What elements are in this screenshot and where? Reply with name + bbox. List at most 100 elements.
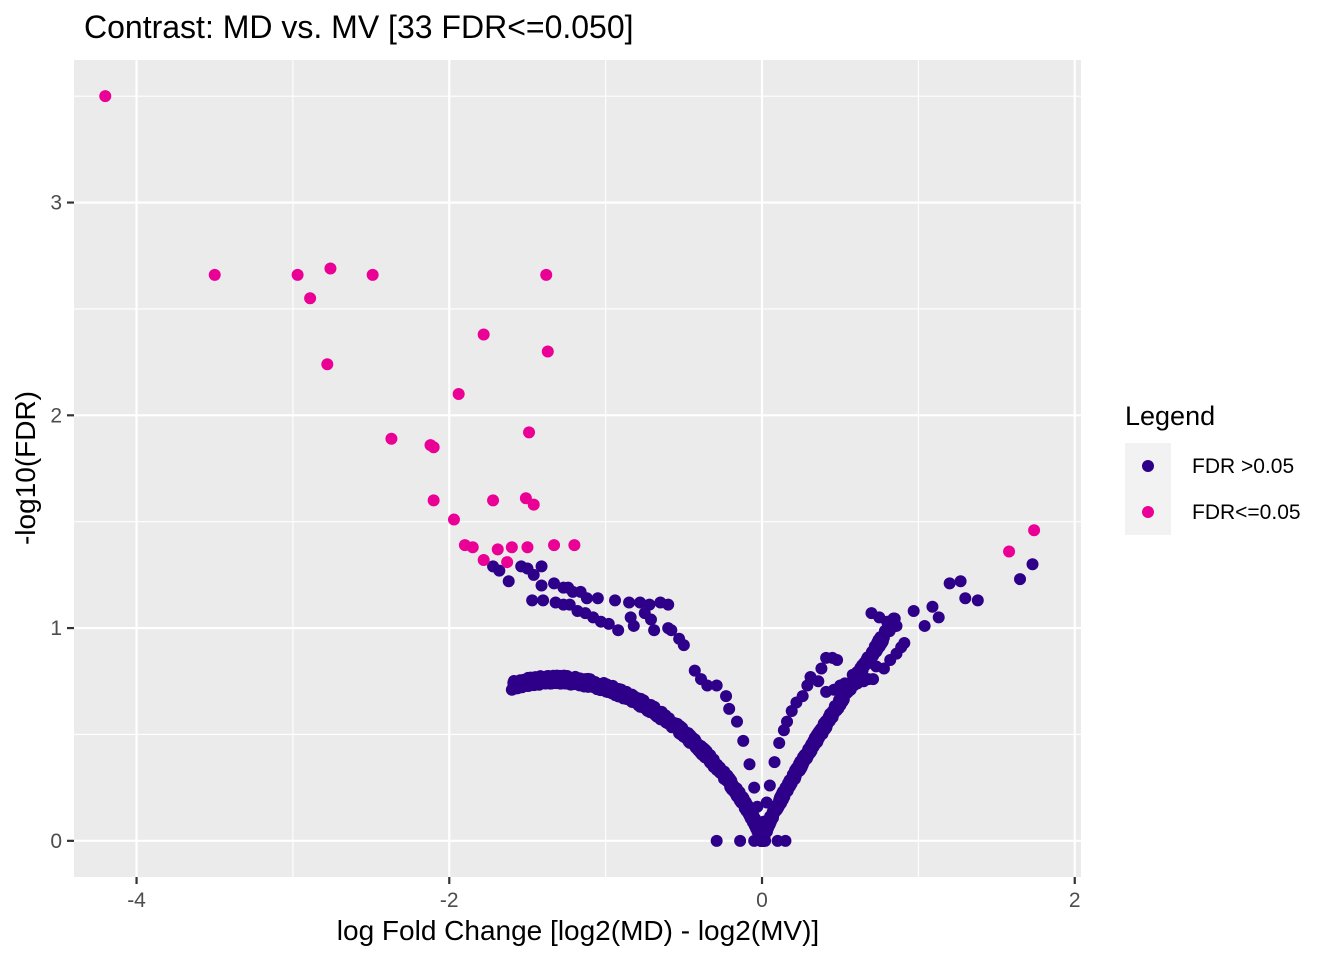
data-point-fdr-above [548,577,561,590]
data-point-fdr-above [502,575,515,588]
data-point-fdr-at-or-below [321,358,334,371]
legend-marker-fdr-at-or-below [1142,506,1154,518]
data-point-fdr-above [526,594,539,607]
data-point-fdr-above [609,594,622,607]
x-axis-title: log Fold Change [log2(MD) - log2(MV)] [337,915,819,946]
data-point-fdr-at-or-below [477,553,490,566]
data-point-fdr-at-or-below [491,543,504,556]
data-point-fdr-above [662,598,675,611]
data-point-fdr-at-or-below [447,513,460,526]
major-gridlines [74,60,1081,877]
data-point-fdr-above [728,782,741,795]
data-point-fdr-above [644,613,657,626]
data-point-fdr-above [867,673,880,686]
data-point-fdr-above [779,834,792,847]
x-axis: -4 -2 0 2 [127,877,1081,912]
data-point-fdr-above [926,600,939,613]
data-point-fdr-above [802,748,815,761]
data-point-fdr-above [703,754,716,767]
data-point-fdr-above [642,699,655,712]
data-point-fdr-above [527,568,540,581]
y-tick-label: 2 [50,404,62,427]
data-point-fdr-above [826,704,839,717]
data-point-fdr-above [710,679,723,692]
data-point-fdr-at-or-below [466,541,479,554]
data-point-fdr-above [1026,558,1039,571]
data-point-fdr-at-or-below [324,262,337,275]
y-tick-label: 1 [50,617,62,640]
data-point-fdr-above [632,699,645,712]
data-point-fdr-above [666,719,679,732]
data-point-fdr-above [721,769,734,782]
chart-title: Contrast: MD vs. MV [33 FDR<=0.050] [84,9,634,45]
data-point-fdr-at-or-below [540,268,553,281]
data-point-fdr-above [932,611,945,624]
data-point-fdr-above [881,615,894,628]
data-point-fdr-above [662,622,675,635]
y-tick-label: 3 [50,192,62,215]
legend: Legend FDR >0.05 FDR<=0.05 [1125,401,1301,535]
legend-label-fdr-above: FDR >0.05 [1192,455,1294,478]
data-point-fdr-at-or-below [548,539,561,552]
data-point-fdr-above [815,662,828,675]
x-tick-label: 2 [1069,889,1081,912]
minor-gridlines [74,60,1081,877]
data-point-fdr-above [781,715,794,728]
data-point-fdr-above [602,617,615,630]
x-tick-label: 0 [756,889,768,912]
data-point-fdr-above [591,592,604,605]
data-point-fdr-above [748,834,761,847]
data-point-fdr-above [831,653,844,666]
data-point-fdr-at-or-below [427,494,440,507]
data-point-fdr-above [1014,573,1027,586]
data-point-fdr-at-or-below [505,541,518,554]
data-point-fdr-above [659,709,672,722]
data-point-fdr-above [648,624,661,637]
data-point-fdr-above [701,679,714,692]
data-point-fdr-above [781,779,794,792]
data-point-fdr-above [748,781,761,794]
data-point-fdr-above [623,596,636,609]
data-point-fdr-above [757,815,770,828]
data-point-fdr-above [723,702,736,715]
data-point-fdr-above [796,756,809,769]
data-point-fdr-above [773,736,786,749]
data-point-fdr-above [730,715,743,728]
data-point-fdr-above [789,769,802,782]
data-point-fdr-at-or-below [477,328,490,341]
data-point-fdr-above [734,792,747,805]
data-point-fdr-above [838,677,851,690]
legend-title: Legend [1125,401,1215,431]
data-point-fdr-above [537,594,550,607]
data-point-fdr-above [898,636,911,649]
data-point-fdr-above [870,645,883,658]
data-point-fdr-above [620,692,633,705]
data-point-fdr-at-or-below [452,388,465,401]
data-point-fdr-above [766,809,779,822]
data-point-fdr-at-or-below [1003,545,1016,558]
y-axis-title: -log10(FDR) [10,391,41,545]
data-point-fdr-above [519,675,532,688]
data-point-fdr-above [918,619,931,632]
data-point-fdr-above [763,779,776,792]
data-point-fdr-at-or-below [99,90,112,103]
data-point-fdr-above [737,734,750,747]
data-point-fdr-at-or-below [568,539,581,552]
data-point-fdr-above [574,673,587,686]
data-point-fdr-above [796,690,809,703]
data-point-fdr-above [627,619,640,632]
data-point-fdr-above [677,639,690,652]
data-point-fdr-above [907,605,920,618]
data-point-fdr-above [554,677,567,690]
data-point-fdr-at-or-below [366,268,379,281]
x-tick-label: -4 [127,889,146,912]
data-point-fdr-above [890,619,903,632]
data-point-fdr-above [580,592,593,605]
data-point-fdr-above [713,761,726,774]
data-point-fdr-above [535,560,548,573]
data-point-fdr-at-or-below [208,268,221,281]
data-point-fdr-above [597,682,610,695]
data-point-fdr-above [943,577,956,590]
data-point-fdr-above [612,624,625,637]
